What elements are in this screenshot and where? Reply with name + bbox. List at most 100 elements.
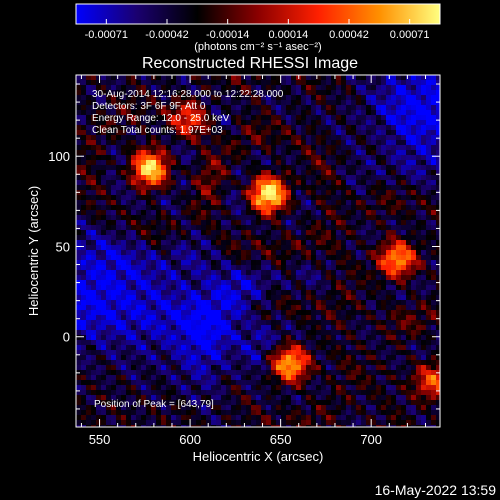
heatmap-cell — [221, 115, 226, 120]
heatmap-cell — [146, 100, 151, 105]
heatmap-cell — [376, 365, 381, 370]
heatmap-cell — [101, 320, 106, 325]
heatmap-cell — [86, 350, 91, 355]
heatmap-cell — [206, 295, 211, 300]
heatmap-cell — [436, 295, 440, 300]
heatmap-cell — [331, 320, 336, 325]
heatmap-cell — [301, 270, 306, 275]
heatmap-cell — [166, 410, 171, 415]
heatmap-cell — [306, 310, 311, 315]
heatmap-cell — [291, 250, 296, 255]
heatmap-cell — [386, 230, 391, 235]
heatmap-cell — [251, 160, 256, 165]
heatmap-cell — [141, 140, 146, 145]
heatmap-cell — [321, 110, 326, 115]
heatmap-cell — [321, 240, 326, 245]
heatmap-cell — [411, 410, 416, 415]
heatmap-cell — [96, 150, 101, 155]
heatmap-cell — [411, 265, 416, 270]
heatmap-cell — [126, 350, 131, 355]
heatmap-cell — [261, 105, 266, 110]
heatmap-cell — [246, 290, 251, 295]
heatmap-cell — [371, 240, 376, 245]
heatmap-cell — [166, 260, 171, 265]
heatmap-cell — [401, 90, 406, 95]
heatmap-cell — [201, 95, 206, 100]
heatmap-cell — [251, 390, 256, 395]
heatmap-cell — [96, 200, 101, 205]
heatmap-cell — [301, 170, 306, 175]
heatmap-cell — [436, 290, 440, 295]
heatmap-cell — [171, 390, 176, 395]
heatmap-cell — [431, 100, 436, 105]
heatmap-cell — [246, 285, 251, 290]
heatmap-cell — [186, 215, 191, 220]
heatmap-cell — [331, 175, 336, 180]
heatmap-cell — [76, 235, 81, 240]
heatmap-cell — [131, 375, 136, 380]
heatmap-cell — [396, 90, 401, 95]
heatmap-cell — [121, 265, 126, 270]
heatmap-cell — [131, 325, 136, 330]
heatmap-cell — [136, 95, 141, 100]
heatmap-cell — [266, 335, 271, 340]
heatmap-cell — [311, 325, 316, 330]
heatmap-cell — [236, 80, 241, 85]
heatmap-cell — [126, 240, 131, 245]
heatmap-cell — [361, 105, 366, 110]
heatmap-cell — [251, 80, 256, 85]
heatmap-cell — [296, 110, 301, 115]
heatmap-cell — [196, 285, 201, 290]
heatmap-cell — [91, 170, 96, 175]
heatmap-cell — [256, 360, 261, 365]
heatmap-cell — [111, 190, 116, 195]
heatmap-cell — [86, 385, 91, 390]
heatmap-cell — [431, 345, 436, 350]
heatmap-cell — [366, 155, 371, 160]
heatmap-cell — [351, 135, 356, 140]
heatmap-cell — [276, 190, 281, 195]
heatmap-cell — [421, 310, 426, 315]
heatmap-cell — [401, 390, 406, 395]
heatmap-cell — [261, 175, 266, 180]
heatmap-cell — [126, 185, 131, 190]
heatmap-cell — [181, 185, 186, 190]
heatmap-cell — [266, 200, 271, 205]
heatmap-cell — [266, 380, 271, 385]
heatmap-cell — [201, 385, 206, 390]
heatmap-cell — [226, 255, 231, 260]
heatmap-cell — [421, 210, 426, 215]
heatmap-cell — [201, 235, 206, 240]
heatmap-cell — [311, 265, 316, 270]
heatmap-cell — [126, 315, 131, 320]
heatmap-cell — [106, 300, 111, 305]
heatmap-cell — [81, 200, 86, 205]
heatmap-cell — [241, 220, 246, 225]
heatmap-cell — [166, 405, 171, 410]
heatmap-cell — [351, 200, 356, 205]
heatmap-cell — [391, 190, 396, 195]
heatmap-cell — [156, 360, 161, 365]
heatmap-cell — [386, 240, 391, 245]
heatmap-cell — [436, 305, 440, 310]
heatmap-cell — [286, 335, 291, 340]
heatmap-cell — [121, 305, 126, 310]
heatmap-cell — [166, 85, 171, 90]
heatmap-cell — [421, 330, 426, 335]
heatmap-cell — [216, 75, 221, 80]
heatmap-cell — [421, 90, 426, 95]
heatmap-cell — [391, 215, 396, 220]
heatmap-cell — [101, 110, 106, 115]
heatmap-cell — [231, 310, 236, 315]
heatmap-cell — [121, 340, 126, 345]
heatmap-cell — [161, 165, 166, 170]
heatmap-cell — [126, 340, 131, 345]
heatmap-cell — [191, 375, 196, 380]
heatmap-cell — [381, 280, 386, 285]
heatmap-cell — [161, 315, 166, 320]
heatmap-cell — [366, 195, 371, 200]
heatmap-cell — [421, 75, 426, 80]
heatmap-cell — [76, 90, 81, 95]
heatmap-cell — [331, 340, 336, 345]
heatmap-cell — [126, 225, 131, 230]
